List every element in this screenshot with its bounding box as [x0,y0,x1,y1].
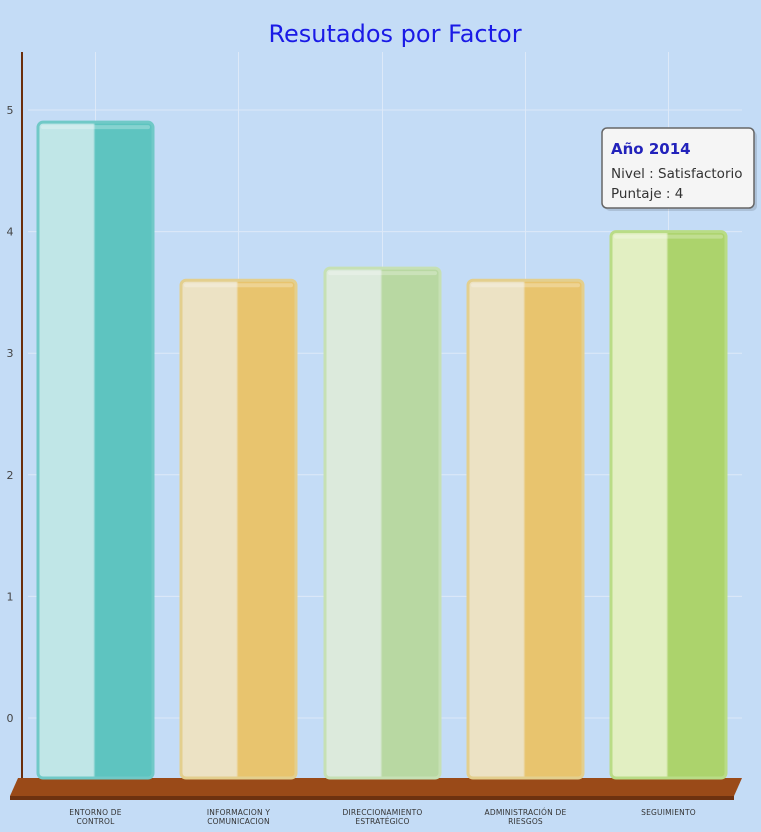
bar-highlight [471,283,580,288]
platform-edge [10,796,734,800]
y-tick-label: 0 [7,712,14,725]
chart-title: Resutados por Factor [268,20,521,48]
bar[interactable] [609,230,728,780]
bar-highlight [328,271,437,276]
y-axis-ticks: 0 1 2 3 4 5 [7,104,14,725]
bar[interactable] [323,266,442,780]
bar-highlight [41,125,150,130]
x-axis-labels: ENTORNO DE CONTROL INFORMACION Y COMUNICACI… [69,808,696,826]
bar-group[interactable] [609,230,728,780]
bar-group[interactable] [179,278,298,780]
bars [36,120,728,780]
x-tick-label: DIRECCIONAMIENTO ESTRATÉGICO [343,808,423,826]
tooltip-nivel: Nivel : Satisfactorio [611,166,743,182]
tooltip-puntaje: Puntaje : 4 [611,186,683,202]
platform-top [10,778,742,796]
x-tick-label: SEGUIMIENTO [641,808,696,817]
x-tick-label: INFORMACION Y COMUNICACION [207,808,270,826]
y-tick-label: 4 [7,226,14,239]
tooltip-title: Año 2014 [611,140,691,158]
tooltip: Año 2014 Nivel : Satisfactorio Puntaje :… [601,127,757,211]
x-tick-label: ADMINISTRACIÓN DE RIESGOS [485,808,567,826]
bar[interactable] [466,278,585,780]
bar-highlight [614,234,723,239]
bar-highlight [184,283,293,288]
bar-group[interactable] [36,120,155,780]
x-tick-label: ENTORNO DE CONTROL [69,808,122,826]
tooltip-box [601,127,755,209]
y-tick-label: 1 [7,590,14,603]
bar-group[interactable] [323,266,442,780]
platform-base [10,778,742,800]
y-tick-label: 5 [7,104,14,117]
bar[interactable] [179,278,298,780]
y-tick-label: 3 [7,347,14,360]
y-tick-label: 2 [7,469,14,482]
bar-group[interactable] [466,278,585,780]
bar[interactable] [36,120,155,780]
